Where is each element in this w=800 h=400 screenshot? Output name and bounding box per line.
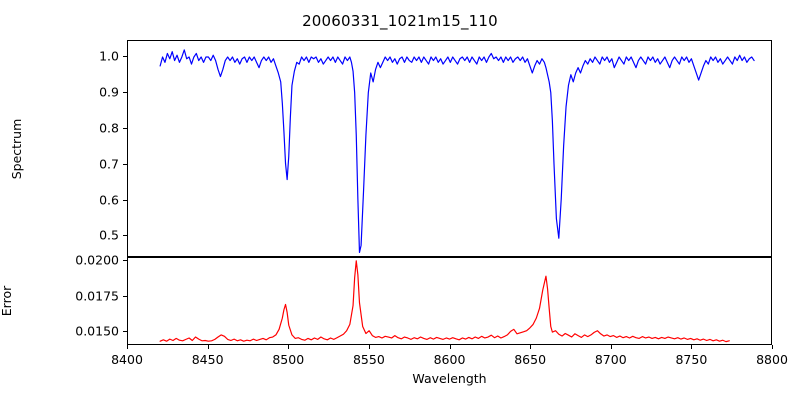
x-tick-8750: [691, 345, 693, 349]
x-tick-8450: [207, 345, 209, 349]
x-tick-8550: [368, 345, 370, 349]
error-y-tick-2: [123, 259, 127, 261]
x-tick-label-8400: 8400: [111, 352, 143, 367]
spectrum-plot-panel: [127, 40, 772, 257]
x-tick-8600: [449, 345, 451, 349]
error-y-tick-label-1: 0.0175: [75, 288, 119, 304]
spectrum-y-tick-3: [123, 127, 127, 129]
x-tick-label-8750: 8750: [675, 352, 708, 367]
error-line-svg: [159, 260, 730, 343]
page-title: 20060331_1021m15_110: [302, 12, 498, 30]
x-tick-8650: [530, 345, 532, 349]
x-tick-label-8700: 8700: [594, 352, 627, 367]
x-tick-label-8500: 8500: [272, 352, 305, 367]
spectrum-line-svg: [159, 49, 755, 254]
spectrum-y-tick-label-4: 0.9: [99, 84, 119, 100]
spectrum-y-tick-0: [123, 235, 127, 237]
spectrum-y-tick-label-0: 0.5: [99, 227, 119, 243]
x-tick-label-8550: 8550: [352, 352, 385, 367]
error-data-line: [159, 260, 730, 343]
error-plot-panel: [127, 257, 772, 345]
spectrum-y-tick-label-3: 0.8: [99, 120, 119, 136]
spectrum-y-tick-5: [123, 56, 127, 58]
spectrum-data-line: [159, 49, 755, 254]
error-y-tick-label-0: 0.0150: [75, 323, 119, 339]
spectrum-y-tick-label-1: 0.6: [99, 192, 119, 208]
error-y-tick-1: [123, 295, 127, 297]
spectrum-y-tick-1: [123, 199, 127, 201]
x-tick-8400: [127, 345, 128, 349]
error-y-tick-0: [123, 331, 127, 333]
x-tick-label-8450: 8450: [191, 352, 224, 367]
x-tick-label-8650: 8650: [514, 352, 547, 367]
x-tick-8800: [772, 345, 773, 349]
x-tick-label-8600: 8600: [433, 352, 466, 367]
spectrum-y-tick-label-5: 1.0: [99, 48, 119, 64]
error-y-axis-label: Error: [0, 285, 14, 317]
spectrum-y-axis-label: Spectrum: [9, 118, 24, 179]
x-tick-label-8800: 8800: [756, 352, 788, 367]
spectrum-y-tick-2: [123, 163, 127, 165]
x-tick-8700: [610, 345, 612, 349]
spectrum-y-tick-4: [123, 92, 127, 93]
error-y-tick-label-2: 0.0200: [75, 252, 119, 268]
spectrum-y-tick-label-2: 0.7: [99, 156, 119, 172]
x-axis-label: Wavelength: [412, 371, 487, 386]
x-tick-8500: [288, 345, 290, 349]
